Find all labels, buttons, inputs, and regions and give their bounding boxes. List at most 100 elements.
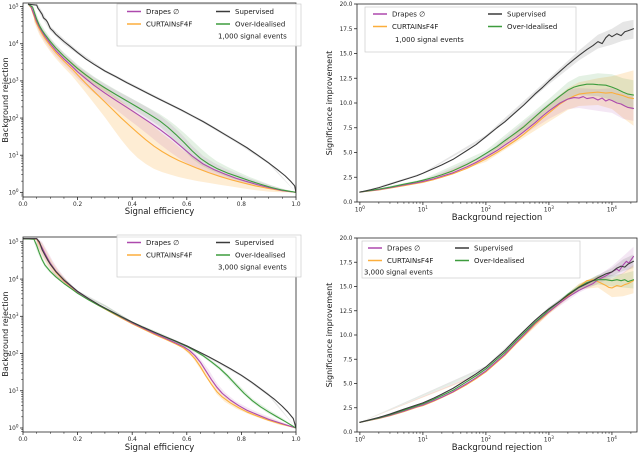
log-tick-label: 102 (481, 435, 491, 443)
y-tick-label: 12.5 (340, 309, 353, 315)
x-tick-label: 0.6 (182, 202, 192, 208)
log-tick-label: 100 (355, 435, 365, 443)
plot-area-sic_1000 (359, 19, 635, 193)
series-line-curtains (359, 91, 635, 193)
log-tick-label: 101 (418, 205, 428, 213)
series-line-drapes (23, 238, 296, 429)
log-tick-label: 104 (8, 275, 18, 283)
legend-label-curtains: CURTAINsF4F (146, 252, 192, 260)
legend-frame (116, 3, 302, 47)
legend-frame (116, 234, 302, 278)
x-tick-label: 1.0 (291, 437, 301, 443)
x-axis: 100 101 102 103 104 (355, 432, 632, 444)
y-axis-label: Background rejection (1, 291, 10, 376)
series-line-curtains (27, 3, 296, 193)
y-axis: 0.0 2.5 5.0 7.5 10.0 12.5 15.0 17.5 20.0 (340, 236, 357, 436)
x-axis-label: Signal efficiency (125, 207, 195, 217)
x-axis: 0.0 0.2 0.4 0.6 0.8 1.0 (18, 432, 301, 443)
y-tick-label: 17.5 (340, 260, 353, 266)
legend-label-over: Over-Idealised (474, 257, 524, 265)
legend-frame (364, 6, 577, 53)
chart-roc_1000: 0.0 0.2 0.4 0.6 0.8 1.0 100 101 102 103 104 105 Sign… (1, 2, 302, 217)
legend-note: 1,000 signal events (218, 33, 287, 41)
chart-sic_1000: 100 101 102 103 104 0.0 2.5 5.0 7.5 10.0 12.5 15.0 1… (325, 2, 638, 223)
x-tick-label: 0.4 (128, 437, 138, 443)
log-tick-label: 101 (8, 151, 18, 159)
series-band-over (359, 73, 634, 193)
log-tick-label: 100 (355, 205, 365, 213)
log-tick-label: 102 (8, 114, 18, 122)
series-line-drapes (359, 96, 635, 193)
series-band-curtains (359, 265, 634, 423)
log-tick-label: 103 (544, 205, 554, 213)
series-line-over (27, 3, 296, 193)
legend-label-supervised: Supervised (507, 11, 546, 19)
legend-label-drapes: Drapes ∅ (146, 8, 179, 16)
legend-note: 1,000 signal events (395, 36, 464, 44)
series-line-over (359, 83, 635, 193)
x-tick-label: 0.4 (128, 202, 138, 208)
y-tick-label: 10.0 (340, 101, 353, 107)
legend-label-drapes: Drapes ∅ (387, 245, 420, 253)
x-axis-label: Signal efficiency (125, 443, 195, 453)
x-tick-label: 1.0 (291, 202, 301, 208)
series-line-supervised (359, 260, 635, 423)
x-axis-label: Background rejection (452, 213, 543, 223)
y-tick-label: 20.0 (340, 236, 353, 242)
series-line-supervised (27, 3, 296, 193)
x-tick-label: 0.2 (73, 202, 83, 208)
log-tick-label: 104 (607, 205, 617, 213)
x-tick-label: 0.2 (73, 437, 83, 443)
legend-note: 3,000 signal events (364, 269, 433, 277)
log-tick-label: 101 (418, 435, 428, 443)
y-axis-label: Significance improvement (325, 51, 334, 156)
plot-area-roc_1000 (27, 3, 296, 193)
log-tick-label: 104 (8, 40, 18, 48)
log-tick-label: 102 (481, 205, 491, 213)
legend-sic_1000: Drapes ∅ CURTAINsF4F Supervised Over-Ideali… (364, 6, 577, 53)
legend-label-supervised: Supervised (474, 245, 513, 253)
x-tick-label: 0.8 (237, 437, 247, 443)
chart-roc_3000: 0.0 0.2 0.4 0.6 0.8 1.0 100 101 102 103 104 105 Sign… (1, 234, 302, 453)
legend-label-curtains: CURTAINsF4F (392, 23, 438, 31)
log-tick-label: 102 (8, 349, 18, 357)
y-tick-label: 5.0 (343, 382, 353, 388)
legend-frame (361, 240, 581, 279)
y-tick-label: 20.0 (340, 2, 353, 8)
legend-label-supervised: Supervised (235, 239, 274, 247)
series-line-supervised (23, 238, 296, 429)
plot-area-sic_3000 (359, 246, 635, 423)
y-tick-label: 0.0 (343, 200, 353, 206)
y-tick-label: 7.5 (343, 126, 353, 132)
series-band-curtains (33, 11, 296, 193)
legend-label-supervised: Supervised (235, 8, 274, 16)
legend-note: 3,000 signal events (218, 264, 287, 272)
legend-roc_1000: Drapes ∅ CURTAINsF4F Supervised Over-Ideali… (116, 3, 302, 47)
log-tick-label: 104 (607, 435, 617, 443)
y-axis-label: Background rejection (1, 57, 10, 142)
y-tick-label: 7.5 (343, 357, 353, 363)
log-tick-label: 101 (8, 387, 18, 395)
legend-label-drapes: Drapes ∅ (392, 11, 425, 19)
plot-area-roc_3000 (23, 237, 296, 429)
y-axis-label: Significance improvement (325, 283, 334, 388)
legend-label-over: Over-Idealised (235, 21, 285, 29)
x-tick-label: 0.0 (18, 437, 28, 443)
legend-label-curtains: CURTAINsF4F (146, 21, 192, 29)
y-tick-label: 15.0 (340, 285, 353, 291)
y-axis: 0.0 2.5 5.0 7.5 10.0 12.5 15.0 17.5 20.0 (340, 2, 357, 206)
legend-label-curtains: CURTAINsF4F (387, 257, 433, 265)
log-tick-label: 105 (8, 238, 18, 246)
log-tick-label: 103 (8, 312, 18, 320)
x-tick-label: 0.0 (18, 202, 28, 208)
y-tick-label: 12.5 (340, 76, 353, 82)
series-line-drapes (27, 3, 296, 193)
y-tick-label: 15.0 (340, 52, 353, 58)
x-axis: 100 101 102 103 104 (355, 202, 632, 214)
x-axis: 0.0 0.2 0.4 0.6 0.8 1.0 (18, 197, 301, 208)
legend-sic_3000: Drapes ∅ CURTAINsF4F Supervised Over-Ideali… (361, 240, 581, 279)
y-tick-label: 2.5 (343, 406, 353, 412)
y-tick-label: 17.5 (340, 27, 353, 33)
y-axis: 100 101 102 103 104 105 (8, 2, 23, 197)
y-tick-label: 2.5 (343, 175, 353, 181)
